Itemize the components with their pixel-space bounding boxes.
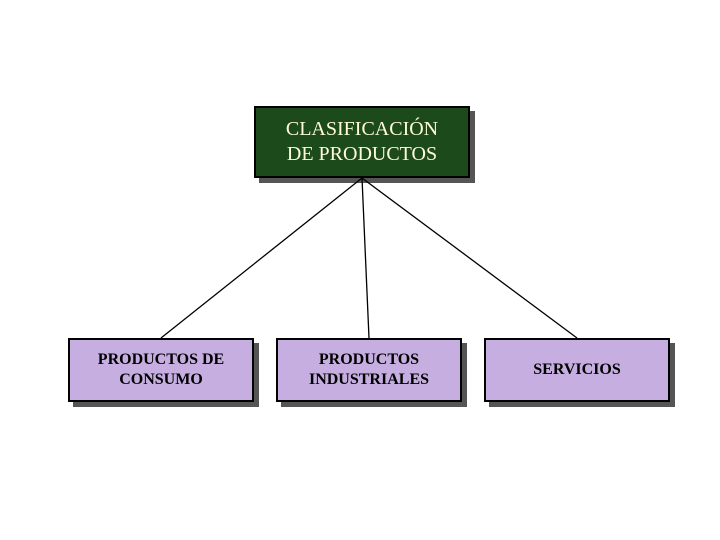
child-box-0: PRODUCTOS DECONSUMO — [68, 338, 254, 402]
connector-lines — [0, 0, 720, 540]
root-box-label: CLASIFICACIÓNDE PRODUCTOS — [286, 117, 438, 167]
child-box-1: PRODUCTOSINDUSTRIALES — [276, 338, 462, 402]
child-box-2: SERVICIOS — [484, 338, 670, 402]
root-box: CLASIFICACIÓNDE PRODUCTOS — [254, 106, 470, 178]
child-box-label-1: PRODUCTOSINDUSTRIALES — [309, 350, 429, 390]
child-box-label-0: PRODUCTOS DECONSUMO — [98, 350, 224, 390]
child-box-label-2: SERVICIOS — [533, 360, 620, 380]
diagram-canvas: CLASIFICACIÓNDE PRODUCTOS PRODUCTOS DECO… — [0, 0, 720, 540]
